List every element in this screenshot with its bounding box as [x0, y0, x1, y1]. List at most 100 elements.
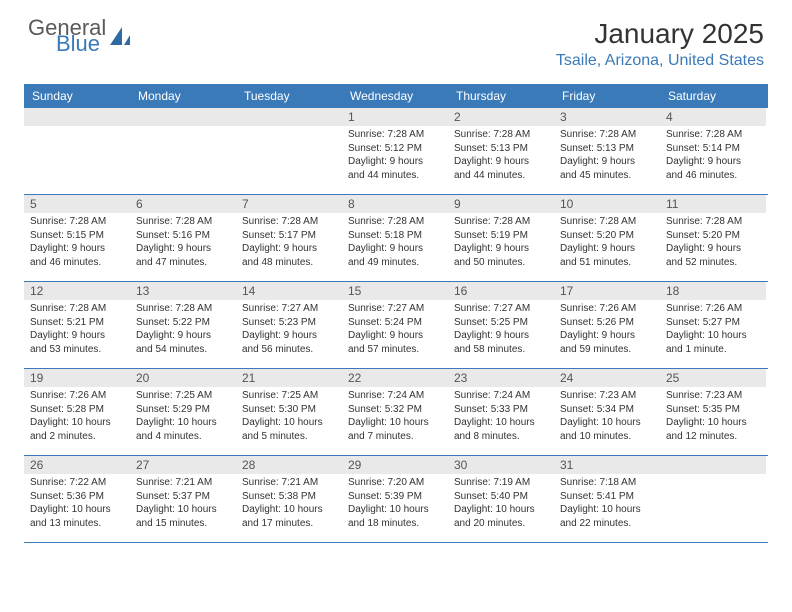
day-line: Sunrise: 7:20 AM: [348, 476, 442, 490]
day-line: and 47 minutes.: [136, 256, 230, 270]
day-line: Daylight: 10 hours: [560, 416, 654, 430]
day-line: and 52 minutes.: [666, 256, 760, 270]
day-line: Daylight: 9 hours: [30, 242, 124, 256]
day-line: Sunset: 5:21 PM: [30, 316, 124, 330]
brand-logo: General Blue: [28, 18, 132, 54]
day-line: Sunrise: 7:28 AM: [136, 215, 230, 229]
day-cell: 7Sunrise: 7:28 AMSunset: 5:17 PMDaylight…: [236, 195, 342, 281]
day-line: and 46 minutes.: [666, 169, 760, 183]
day-number: 31: [554, 456, 660, 474]
day-line: Sunset: 5:16 PM: [136, 229, 230, 243]
day-header: Sunday: [24, 84, 130, 108]
day-line: and 51 minutes.: [560, 256, 654, 270]
day-line: Sunrise: 7:24 AM: [348, 389, 442, 403]
day-body: [130, 126, 236, 134]
day-body: [660, 474, 766, 482]
day-line: Daylight: 10 hours: [666, 416, 760, 430]
day-line: Sunrise: 7:28 AM: [136, 302, 230, 316]
title-block: January 2025 Tsaile, Arizona, United Sta…: [556, 18, 764, 70]
day-number: 13: [130, 282, 236, 300]
day-line: and 17 minutes.: [242, 517, 336, 531]
day-body: Sunrise: 7:28 AMSunset: 5:18 PMDaylight:…: [342, 213, 448, 275]
day-line: Sunrise: 7:28 AM: [454, 215, 548, 229]
day-number: 28: [236, 456, 342, 474]
day-body: Sunrise: 7:23 AMSunset: 5:35 PMDaylight:…: [660, 387, 766, 449]
day-number-empty: [24, 108, 130, 126]
day-line: Daylight: 9 hours: [136, 329, 230, 343]
week-row: 5Sunrise: 7:28 AMSunset: 5:15 PMDaylight…: [24, 195, 768, 282]
day-cell: 14Sunrise: 7:27 AMSunset: 5:23 PMDayligh…: [236, 282, 342, 368]
day-line: and 5 minutes.: [242, 430, 336, 444]
day-line: and 15 minutes.: [136, 517, 230, 531]
weeks-container: 1Sunrise: 7:28 AMSunset: 5:12 PMDaylight…: [24, 108, 768, 543]
day-number: 14: [236, 282, 342, 300]
day-cell: 5Sunrise: 7:28 AMSunset: 5:15 PMDaylight…: [24, 195, 130, 281]
day-line: Sunset: 5:15 PM: [30, 229, 124, 243]
day-line: Daylight: 9 hours: [454, 155, 548, 169]
day-line: Daylight: 9 hours: [666, 242, 760, 256]
day-body: Sunrise: 7:18 AMSunset: 5:41 PMDaylight:…: [554, 474, 660, 536]
day-number-empty: [130, 108, 236, 126]
day-body: Sunrise: 7:28 AMSunset: 5:20 PMDaylight:…: [660, 213, 766, 275]
day-cell: 23Sunrise: 7:24 AMSunset: 5:33 PMDayligh…: [448, 369, 554, 455]
day-number-empty: [660, 456, 766, 474]
day-line: and 53 minutes.: [30, 343, 124, 357]
day-line: Daylight: 9 hours: [348, 155, 442, 169]
day-cell: 17Sunrise: 7:26 AMSunset: 5:26 PMDayligh…: [554, 282, 660, 368]
day-line: Sunrise: 7:28 AM: [666, 128, 760, 142]
day-body: [24, 126, 130, 134]
day-line: and 22 minutes.: [560, 517, 654, 531]
day-cell: 22Sunrise: 7:24 AMSunset: 5:32 PMDayligh…: [342, 369, 448, 455]
day-line: and 46 minutes.: [30, 256, 124, 270]
day-line: Daylight: 9 hours: [666, 155, 760, 169]
day-line: Daylight: 10 hours: [242, 416, 336, 430]
day-line: and 1 minute.: [666, 343, 760, 357]
day-line: Sunset: 5:41 PM: [560, 490, 654, 504]
day-cell: 24Sunrise: 7:23 AMSunset: 5:34 PMDayligh…: [554, 369, 660, 455]
day-line: Daylight: 9 hours: [30, 329, 124, 343]
day-line: Sunset: 5:20 PM: [666, 229, 760, 243]
day-line: Sunset: 5:19 PM: [454, 229, 548, 243]
brand-text: General Blue: [28, 18, 106, 54]
day-cell: 29Sunrise: 7:20 AMSunset: 5:39 PMDayligh…: [342, 456, 448, 542]
day-line: Daylight: 9 hours: [560, 242, 654, 256]
day-line: and 50 minutes.: [454, 256, 548, 270]
day-number: 8: [342, 195, 448, 213]
day-number: 20: [130, 369, 236, 387]
day-cell: 16Sunrise: 7:27 AMSunset: 5:25 PMDayligh…: [448, 282, 554, 368]
day-line: Daylight: 9 hours: [348, 329, 442, 343]
day-line: and 45 minutes.: [560, 169, 654, 183]
day-line: Sunset: 5:20 PM: [560, 229, 654, 243]
day-number: 23: [448, 369, 554, 387]
day-line: Daylight: 10 hours: [30, 416, 124, 430]
day-line: Sunrise: 7:28 AM: [454, 128, 548, 142]
day-body: Sunrise: 7:23 AMSunset: 5:34 PMDaylight:…: [554, 387, 660, 449]
day-line: Sunset: 5:40 PM: [454, 490, 548, 504]
day-line: and 10 minutes.: [560, 430, 654, 444]
day-number: 4: [660, 108, 766, 126]
day-cell: 10Sunrise: 7:28 AMSunset: 5:20 PMDayligh…: [554, 195, 660, 281]
day-line: Sunrise: 7:23 AM: [560, 389, 654, 403]
day-number: 30: [448, 456, 554, 474]
day-line: Sunset: 5:26 PM: [560, 316, 654, 330]
day-cell: 11Sunrise: 7:28 AMSunset: 5:20 PMDayligh…: [660, 195, 766, 281]
day-line: Sunrise: 7:24 AM: [454, 389, 548, 403]
day-cell: 31Sunrise: 7:18 AMSunset: 5:41 PMDayligh…: [554, 456, 660, 542]
day-cell: 18Sunrise: 7:26 AMSunset: 5:27 PMDayligh…: [660, 282, 766, 368]
day-cell: 8Sunrise: 7:28 AMSunset: 5:18 PMDaylight…: [342, 195, 448, 281]
day-number: 5: [24, 195, 130, 213]
day-line: Sunset: 5:28 PM: [30, 403, 124, 417]
day-body: Sunrise: 7:28 AMSunset: 5:16 PMDaylight:…: [130, 213, 236, 275]
day-line: Sunrise: 7:28 AM: [666, 215, 760, 229]
day-number: 1: [342, 108, 448, 126]
day-header: Wednesday: [342, 84, 448, 108]
day-body: Sunrise: 7:27 AMSunset: 5:23 PMDaylight:…: [236, 300, 342, 362]
day-number: 29: [342, 456, 448, 474]
day-body: Sunrise: 7:28 AMSunset: 5:21 PMDaylight:…: [24, 300, 130, 362]
day-body: Sunrise: 7:19 AMSunset: 5:40 PMDaylight:…: [448, 474, 554, 536]
day-cell: 15Sunrise: 7:27 AMSunset: 5:24 PMDayligh…: [342, 282, 448, 368]
day-line: Daylight: 9 hours: [454, 242, 548, 256]
day-line: and 48 minutes.: [242, 256, 336, 270]
day-line: Daylight: 10 hours: [242, 503, 336, 517]
day-cell: 19Sunrise: 7:26 AMSunset: 5:28 PMDayligh…: [24, 369, 130, 455]
